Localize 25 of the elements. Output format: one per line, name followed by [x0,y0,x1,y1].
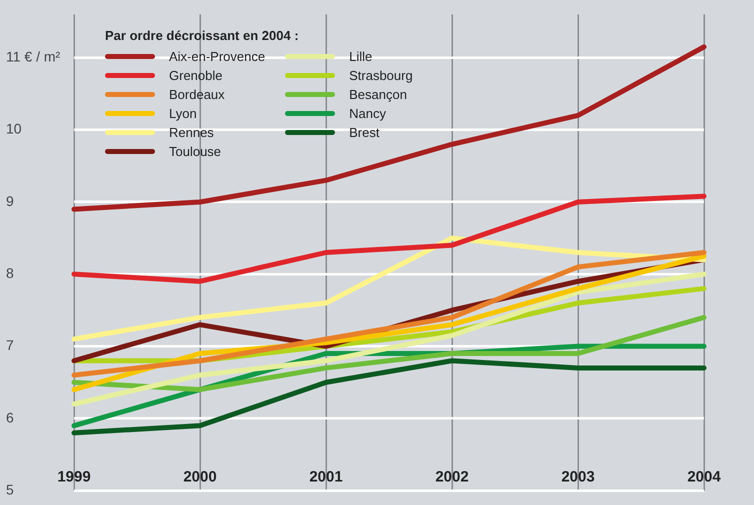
legend-label: Grenoble [169,68,222,83]
y-tick-label: 5 [6,481,14,498]
legend-label: Toulouse [169,144,222,159]
y-tick-label: 6 [6,409,14,426]
y-tick-label: 8 [6,265,14,282]
y-tick-label: 11 € / m² [6,48,61,65]
x-tick-label: 1999 [57,468,91,486]
y-tick-label: 7 [6,337,14,354]
x-tick-label: 2003 [561,468,595,486]
legend-label: Bordeaux [169,87,225,102]
legend-label: Nancy [349,106,386,121]
x-tick-label: 2004 [687,468,722,486]
x-tick-label: 2001 [309,468,343,486]
legend-label: Lyon [169,106,197,121]
legend-label: Rennes [169,125,214,140]
y-tick-label: 10 [6,120,22,137]
x-tick-label: 2002 [435,468,469,486]
legend-label: Aix-en-Provence [169,49,266,64]
legend-label: Lille [349,49,372,64]
y-tick-label: 9 [6,192,14,209]
legend-label: Brest [349,125,380,140]
legend-label: Strasbourg [349,68,413,83]
legend-label: Besançon [349,87,407,102]
x-tick-label: 2000 [183,468,217,486]
legend-title: Par ordre décroissant en 2004 : [105,28,300,43]
